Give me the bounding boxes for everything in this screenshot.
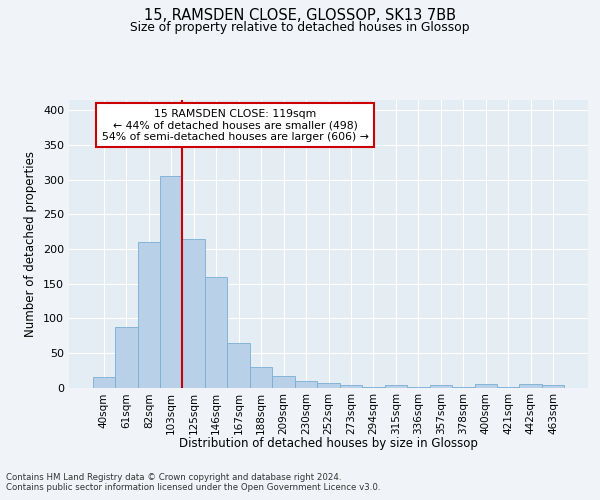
Bar <box>385 386 407 388</box>
Y-axis label: Number of detached properties: Number of detached properties <box>25 151 37 337</box>
Bar <box>295 380 317 388</box>
Bar <box>182 238 205 388</box>
Bar <box>227 343 250 388</box>
Bar <box>205 276 227 388</box>
Text: Contains HM Land Registry data © Crown copyright and database right 2024.
Contai: Contains HM Land Registry data © Crown c… <box>6 472 380 492</box>
Text: 15, RAMSDEN CLOSE, GLOSSOP, SK13 7BB: 15, RAMSDEN CLOSE, GLOSSOP, SK13 7BB <box>144 8 456 22</box>
Bar <box>250 366 272 388</box>
Bar <box>520 384 542 388</box>
Bar <box>542 386 565 388</box>
Bar <box>497 387 520 388</box>
Bar <box>475 384 497 388</box>
Bar <box>160 176 182 388</box>
Text: Distribution of detached houses by size in Glossop: Distribution of detached houses by size … <box>179 438 478 450</box>
Bar <box>407 387 430 388</box>
Bar <box>115 326 137 388</box>
Bar <box>452 387 475 388</box>
Bar <box>317 382 340 388</box>
Text: 15 RAMSDEN CLOSE: 119sqm
← 44% of detached houses are smaller (498)
54% of semi-: 15 RAMSDEN CLOSE: 119sqm ← 44% of detach… <box>101 108 368 142</box>
Bar <box>362 387 385 388</box>
Bar <box>137 242 160 388</box>
Text: Size of property relative to detached houses in Glossop: Size of property relative to detached ho… <box>130 21 470 34</box>
Bar <box>272 376 295 388</box>
Bar <box>92 377 115 388</box>
Bar <box>430 384 452 388</box>
Bar <box>340 384 362 388</box>
